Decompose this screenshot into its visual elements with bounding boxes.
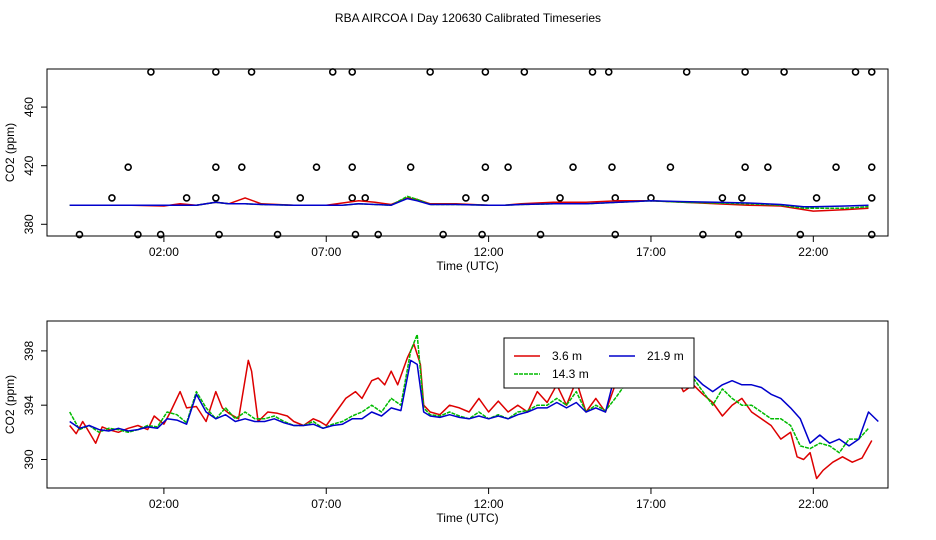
top-x-tick-label: 07:00 <box>311 245 341 259</box>
legend-box <box>503 337 695 389</box>
top-reference-point <box>351 230 360 239</box>
top-reference-point <box>328 68 337 76</box>
top-x-tick-label: 12:00 <box>474 245 504 259</box>
top-reference-point <box>796 230 805 239</box>
top-reference-point <box>832 163 840 171</box>
bottom-x-tick-label: 02:00 <box>149 497 179 511</box>
top-y-tick-label: 420 <box>22 155 36 175</box>
top-reference-point <box>348 68 357 76</box>
bottom-x-tick-label: 07:00 <box>311 497 341 511</box>
top-reference-point <box>361 194 370 202</box>
top-reference-point <box>741 163 749 171</box>
top-reference-point <box>780 68 788 76</box>
top-reference-point <box>212 68 220 76</box>
top-reference-point <box>867 230 876 239</box>
top-x-tick-label: 17:00 <box>636 245 666 259</box>
top-reference-point <box>212 194 220 202</box>
top-x-tick-label: 22:00 <box>798 245 828 259</box>
legend-label: 3.6 m <box>552 349 582 363</box>
top-reference-point <box>867 163 876 171</box>
top-reference-point <box>312 163 321 171</box>
top-x-tick-label: 02:00 <box>149 245 179 259</box>
page-title: RBA AIRCOA I Day 120630 Calibrated Times… <box>335 11 601 25</box>
top-reference-point <box>611 230 620 239</box>
top-reference-point <box>520 68 529 76</box>
top-reference-point <box>238 163 246 171</box>
top-reference-point <box>536 230 545 239</box>
top-reference-point <box>666 163 675 171</box>
top-reference-point <box>647 194 655 202</box>
top-reference-point <box>156 230 165 239</box>
top-reference-point <box>406 163 415 171</box>
top-y-tick-label: 380 <box>22 214 36 234</box>
bottom-y-tick-label: 390 <box>22 449 36 469</box>
top-reference-point <box>215 230 223 239</box>
top-reference-point <box>481 68 490 76</box>
top-reference-point <box>212 163 220 171</box>
bottom-x-tick-label: 12:00 <box>474 497 504 511</box>
top-reference-point <box>682 68 691 76</box>
top-reference-point <box>439 230 447 239</box>
top-reference-point <box>741 68 749 76</box>
top-reference-point <box>481 194 490 202</box>
top-reference-point <box>348 163 357 171</box>
top-reference-point <box>481 163 490 171</box>
top-reference-point <box>374 230 383 239</box>
bottom-plot-frame <box>46 320 889 489</box>
top-reference-point <box>604 68 613 76</box>
top-reference-point <box>504 163 512 171</box>
bottom-legend: 3.6 m 14.3 m 21.9 m <box>503 337 695 389</box>
top-reference-point <box>556 194 564 202</box>
bottom-x-tick-label: 17:00 <box>636 497 666 511</box>
bottom-y-axis-label: CO2 (ppm) <box>3 375 17 434</box>
top-reference-point <box>611 194 620 202</box>
top-reference-point <box>247 68 256 76</box>
bottom-x-axis-label: Time (UTC) <box>436 511 498 525</box>
bottom-series-line-14-3-m <box>69 333 870 454</box>
top-reference-point <box>569 163 577 171</box>
top-x-axis-label: Time (UTC) <box>436 259 498 273</box>
top-reference-point <box>588 68 597 76</box>
top-reference-point <box>462 194 470 202</box>
top-reference-point <box>124 163 132 171</box>
top-reference-point <box>867 68 876 76</box>
top-reference-point <box>734 230 743 239</box>
top-reference-point <box>134 230 142 239</box>
top-reference-point <box>738 194 746 202</box>
top-reference-point <box>867 194 876 202</box>
bottom-x-tick-label: 22:00 <box>798 497 828 511</box>
bottom-y-tick-label: 398 <box>22 341 36 361</box>
top-reference-point <box>608 163 616 171</box>
top-y-axis-label: CO2 (ppm) <box>3 123 17 182</box>
top-reference-point <box>75 230 84 239</box>
top-y-tick-label: 460 <box>22 97 36 117</box>
top-reference-point <box>348 194 357 202</box>
legend-label: 21.9 m <box>647 349 684 363</box>
top-reference-point <box>478 230 486 239</box>
top-plot-frame <box>46 68 889 237</box>
legend-label: 14.3 m <box>552 367 589 381</box>
top-series-line-21-9-m <box>69 197 869 208</box>
top-reference-point <box>273 230 282 239</box>
top-reference-point <box>296 194 305 202</box>
top-reference-point <box>699 230 707 239</box>
top-reference-point <box>764 163 772 171</box>
top-panel: 02:00 07:00 12:00 17:00 22:00 Time (UTC) 380 42… <box>3 68 889 273</box>
top-reference-point <box>147 68 155 76</box>
top-reference-point <box>426 68 434 76</box>
top-reference-point <box>108 194 116 202</box>
top-reference-point <box>812 194 821 202</box>
top-reference-point <box>182 194 191 202</box>
bottom-y-tick-label: 394 <box>22 395 36 415</box>
top-reference-point <box>718 194 727 202</box>
bottom-series-line-21-9-m <box>69 359 879 447</box>
top-reference-point <box>851 68 860 76</box>
bottom-panel: 02:00 07:00 12:00 17:00 22:00 Time (UTC) 390 39… <box>3 320 889 525</box>
